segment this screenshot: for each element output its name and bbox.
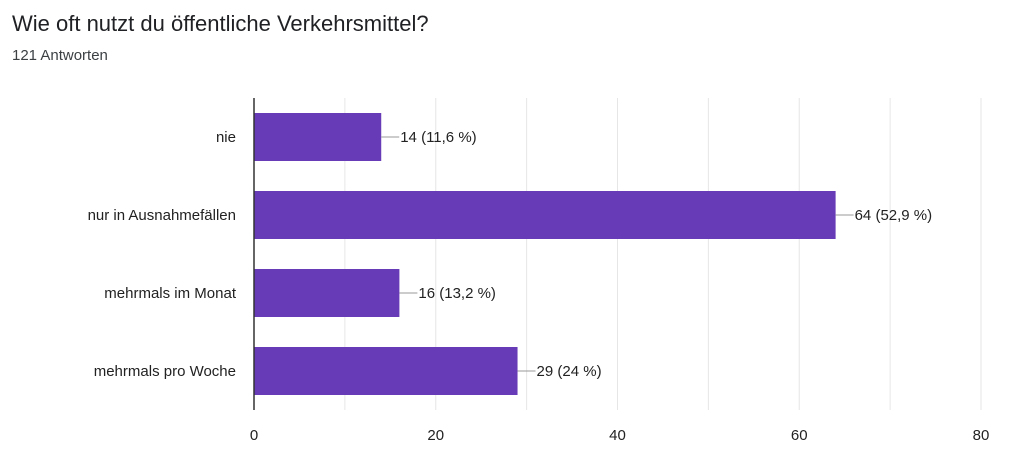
x-tick-label: 60 <box>791 427 808 444</box>
x-tick-label: 0 <box>250 427 258 444</box>
response-count: 121 Antworten <box>12 47 108 64</box>
value-label: 14 (11,6 %) <box>400 129 476 146</box>
labels: 14 (11,6 %) nie 64 (52,9 %) nur in Ausnahme… <box>88 129 990 444</box>
value-label: 64 (52,9 %) <box>855 207 933 224</box>
bar <box>254 347 518 395</box>
bar <box>254 113 382 161</box>
bars <box>254 113 836 395</box>
category-label: nie <box>216 129 236 146</box>
x-tick-label: 20 <box>427 427 444 444</box>
category-label: mehrmals pro Woche <box>94 363 236 380</box>
question-title: Wie oft nutzt du öffentliche Verkehrsmit… <box>12 11 429 36</box>
bar <box>254 269 400 317</box>
value-label: 16 (13,2 %) <box>418 285 496 302</box>
bar <box>254 191 836 239</box>
x-tick-label: 80 <box>973 427 990 444</box>
category-label: mehrmals im Monat <box>104 285 237 302</box>
x-tick-label: 40 <box>609 427 626 444</box>
category-label: nur in Ausnahmefällen <box>88 207 236 224</box>
value-label: 29 (24 %) <box>537 363 602 380</box>
